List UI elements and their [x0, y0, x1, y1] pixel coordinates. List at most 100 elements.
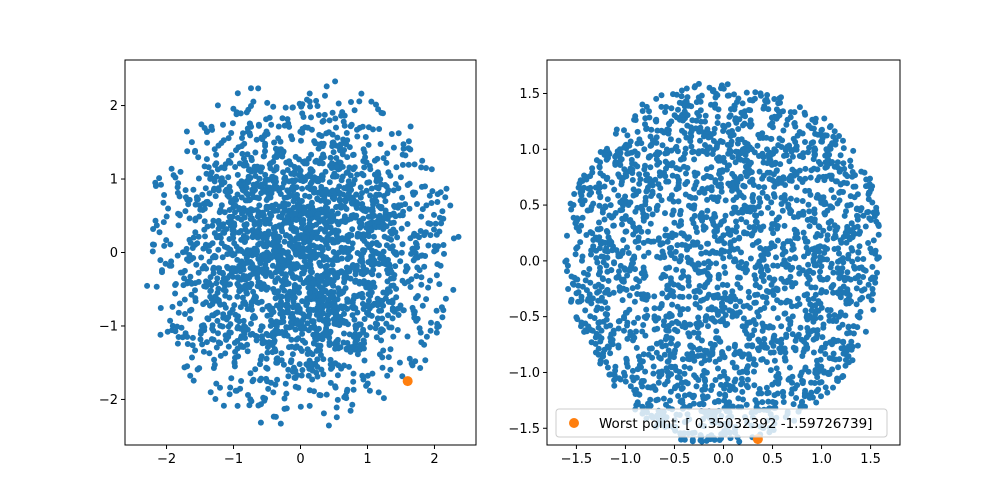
- scatter-point: [779, 251, 786, 258]
- scatter-point: [707, 173, 713, 180]
- scatter-point: [773, 167, 780, 174]
- scatter-point: [246, 402, 253, 409]
- scatter-point: [247, 216, 254, 222]
- scatter-point: [263, 355, 270, 362]
- scatter-point: [249, 378, 256, 385]
- scatter-point: [397, 258, 404, 265]
- scatter-point: [681, 392, 688, 399]
- scatter-point: [744, 142, 751, 149]
- scatter-point: [236, 288, 243, 295]
- scatter-point: [350, 333, 357, 340]
- scatter-point: [862, 223, 869, 230]
- scatter-point: [796, 210, 802, 217]
- scatter-point: [255, 402, 262, 409]
- scatter-point: [722, 212, 729, 219]
- scatter-point: [824, 163, 830, 170]
- scatter-point: [746, 356, 752, 362]
- scatter-point: [640, 351, 647, 358]
- scatter-point: [709, 349, 716, 356]
- scatter-point: [276, 243, 283, 250]
- scatter-point: [618, 178, 625, 185]
- scatter-point: [314, 103, 321, 109]
- scatter-point: [284, 296, 291, 303]
- scatter-point: [301, 258, 308, 265]
- scatter-point: [835, 364, 842, 371]
- scatter-point: [269, 262, 276, 269]
- scatter-point: [196, 365, 203, 372]
- scatter-point: [388, 324, 395, 331]
- scatter-point: [419, 302, 426, 309]
- scatter-point: [775, 380, 782, 387]
- scatter-point: [207, 302, 213, 309]
- scatter-point: [440, 242, 447, 248]
- scatter-point: [339, 109, 346, 116]
- scatter-point: [780, 389, 787, 396]
- scatter-point: [630, 260, 636, 266]
- scatter-point: [793, 184, 800, 191]
- scatter-point: [347, 186, 354, 193]
- scatter-point: [369, 260, 376, 267]
- scatter-point: [211, 146, 218, 153]
- scatter-point: [705, 264, 712, 271]
- scatter-point: [596, 319, 603, 326]
- scatter-point: [367, 324, 374, 331]
- scatter-point: [337, 236, 344, 243]
- scatter-point: [751, 368, 757, 375]
- scatter-point: [639, 328, 646, 335]
- scatter-point: [769, 177, 776, 183]
- scatter-point: [380, 110, 386, 117]
- scatter-point: [802, 403, 808, 410]
- scatter-point: [725, 180, 732, 187]
- scatter-point: [752, 89, 759, 96]
- scatter-point: [763, 193, 770, 200]
- scatter-point: [815, 298, 822, 305]
- scatter-point: [395, 130, 402, 137]
- scatter-point: [433, 272, 440, 279]
- scatter-point: [365, 297, 372, 304]
- scatter-point: [574, 215, 581, 222]
- scatter-point: [635, 234, 642, 241]
- scatter-point: [218, 175, 225, 182]
- scatter-point: [814, 327, 821, 334]
- scatter-point: [298, 103, 305, 110]
- scatter-point: [274, 376, 281, 383]
- scatter-point: [848, 346, 855, 353]
- scatter-point: [715, 294, 722, 301]
- scatter-point: [312, 335, 319, 342]
- scatter-point: [599, 353, 606, 360]
- scatter-point: [197, 206, 204, 213]
- scatter-point: [808, 315, 815, 322]
- scatter-point: [604, 196, 611, 203]
- scatter-point: [575, 282, 582, 289]
- scatter-point: [822, 384, 829, 391]
- scatter-point: [781, 152, 787, 159]
- scatter-point: [231, 302, 238, 309]
- scatter-point: [273, 323, 280, 330]
- scatter-point: [765, 398, 772, 405]
- scatter-point: [785, 316, 792, 323]
- scatter-point: [341, 394, 348, 401]
- scatter-point: [824, 256, 831, 263]
- scatter-point: [412, 358, 419, 365]
- scatter-point: [336, 198, 343, 204]
- scatter-point: [573, 245, 580, 252]
- scatter-point: [390, 282, 397, 289]
- scatter-point: [816, 274, 823, 281]
- scatter-point: [800, 154, 806, 161]
- scatter-point: [850, 323, 857, 330]
- scatter-point: [655, 235, 662, 242]
- scatter-point: [731, 256, 738, 263]
- scatter-point: [635, 244, 642, 251]
- scatter-point: [621, 315, 628, 322]
- scatter-point: [806, 208, 813, 215]
- scatter-point: [209, 175, 216, 182]
- scatter-point: [588, 339, 595, 346]
- scatter-point: [203, 283, 210, 290]
- scatter-point: [678, 386, 685, 392]
- scatter-point: [705, 323, 711, 330]
- scatter-point: [598, 305, 605, 312]
- scatter-point: [854, 342, 861, 349]
- scatter-point: [239, 135, 245, 141]
- scatter-point: [436, 214, 443, 221]
- scatter-point: [417, 365, 424, 371]
